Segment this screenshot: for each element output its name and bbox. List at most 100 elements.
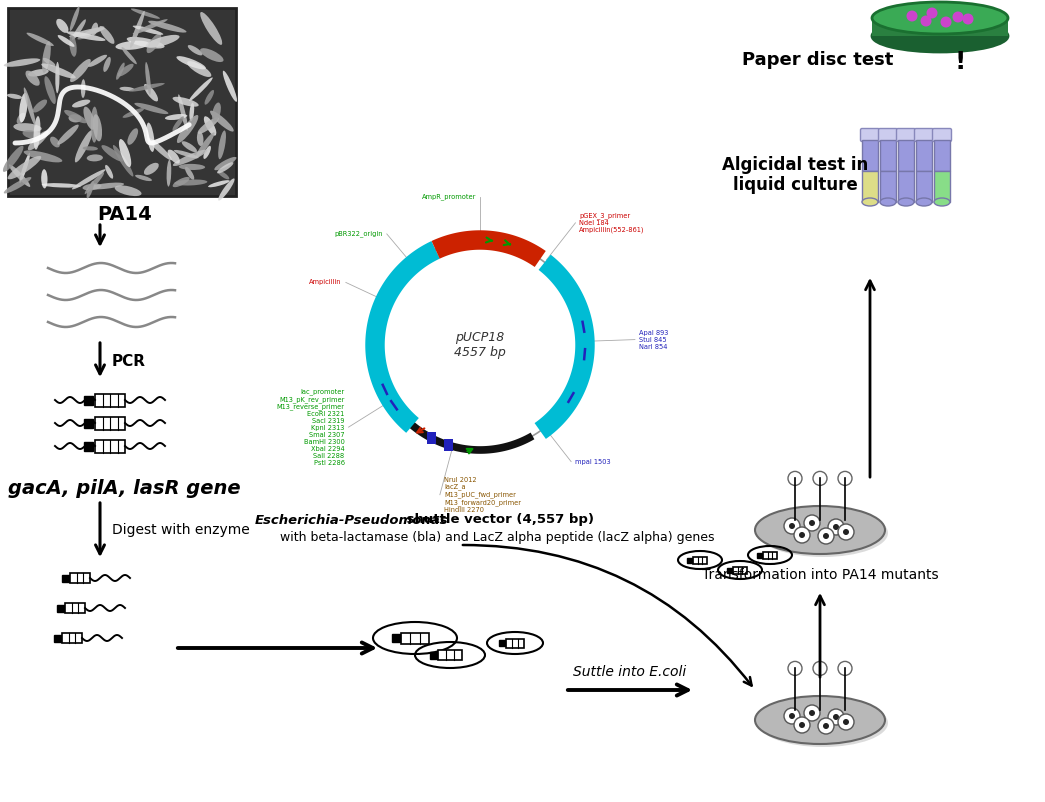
Circle shape bbox=[838, 472, 852, 485]
Ellipse shape bbox=[43, 58, 55, 67]
Ellipse shape bbox=[116, 63, 124, 79]
Bar bbox=[916, 171, 932, 202]
Bar bbox=[392, 634, 400, 642]
Bar bbox=[898, 140, 914, 171]
Circle shape bbox=[788, 662, 802, 675]
Text: Suttle into E.coli: Suttle into E.coli bbox=[574, 665, 687, 679]
Bar bbox=[62, 574, 69, 581]
Text: ApaI 893
StuI 845
NarI 854: ApaI 893 StuI 845 NarI 854 bbox=[638, 330, 669, 350]
Circle shape bbox=[784, 518, 800, 534]
Circle shape bbox=[927, 7, 937, 18]
Text: Algicidal test in
liquid culture: Algicidal test in liquid culture bbox=[722, 156, 868, 194]
Ellipse shape bbox=[84, 107, 95, 130]
Ellipse shape bbox=[7, 156, 41, 180]
Ellipse shape bbox=[135, 175, 152, 181]
Bar bbox=[70, 573, 90, 583]
Text: shuttle vector (4,557 bp): shuttle vector (4,557 bp) bbox=[402, 513, 594, 526]
Text: Escherichia-Pseudomonas: Escherichia-Pseudomonas bbox=[255, 513, 448, 526]
Ellipse shape bbox=[758, 509, 888, 557]
Ellipse shape bbox=[115, 185, 141, 196]
Ellipse shape bbox=[83, 184, 101, 190]
Ellipse shape bbox=[14, 124, 42, 132]
Bar bbox=[95, 394, 125, 407]
Bar bbox=[687, 557, 692, 562]
Bar bbox=[757, 553, 762, 557]
Text: pBR322_origin: pBR322_origin bbox=[334, 230, 382, 237]
Ellipse shape bbox=[130, 83, 165, 91]
Ellipse shape bbox=[33, 116, 41, 150]
Circle shape bbox=[789, 523, 795, 529]
Ellipse shape bbox=[196, 132, 204, 146]
Ellipse shape bbox=[119, 87, 135, 91]
Ellipse shape bbox=[872, 2, 1008, 34]
Ellipse shape bbox=[57, 124, 78, 144]
Ellipse shape bbox=[175, 180, 207, 185]
Ellipse shape bbox=[934, 198, 950, 206]
Bar bbox=[872, 18, 1008, 36]
Ellipse shape bbox=[172, 116, 184, 131]
Circle shape bbox=[843, 719, 849, 725]
Ellipse shape bbox=[42, 183, 80, 188]
Ellipse shape bbox=[23, 130, 43, 140]
Circle shape bbox=[838, 524, 854, 540]
Bar bbox=[880, 140, 896, 171]
Ellipse shape bbox=[70, 59, 91, 82]
Circle shape bbox=[833, 524, 839, 530]
Ellipse shape bbox=[87, 155, 102, 161]
Text: Transformation into PA14 mutants: Transformation into PA14 mutants bbox=[701, 568, 938, 582]
Ellipse shape bbox=[121, 47, 137, 64]
Ellipse shape bbox=[916, 198, 932, 206]
Bar bbox=[733, 566, 747, 573]
Text: pGEX_3_primer
NdeI 184
Ampicillin(552-861): pGEX_3_primer NdeI 184 Ampicillin(552-86… bbox=[579, 213, 645, 233]
Ellipse shape bbox=[3, 146, 23, 172]
Ellipse shape bbox=[7, 94, 22, 99]
Ellipse shape bbox=[880, 198, 896, 206]
Text: NruI 2012
lacZ_a
M13_pUC_fwd_primer
M13_forward20_primer
HindIII 2270: NruI 2012 lacZ_a M13_pUC_fwd_primer M13_… bbox=[444, 476, 520, 512]
Ellipse shape bbox=[83, 146, 98, 151]
Circle shape bbox=[828, 709, 844, 725]
Ellipse shape bbox=[187, 61, 211, 77]
Ellipse shape bbox=[166, 160, 171, 187]
Ellipse shape bbox=[872, 20, 1008, 52]
Bar bbox=[57, 605, 64, 611]
Circle shape bbox=[838, 714, 854, 730]
Circle shape bbox=[962, 14, 974, 25]
Circle shape bbox=[823, 533, 829, 539]
FancyBboxPatch shape bbox=[914, 128, 933, 141]
Circle shape bbox=[906, 10, 918, 22]
Bar bbox=[500, 640, 505, 646]
Text: mpaI 1503: mpaI 1503 bbox=[575, 459, 610, 464]
Ellipse shape bbox=[165, 114, 187, 120]
Ellipse shape bbox=[862, 198, 878, 206]
Ellipse shape bbox=[148, 21, 186, 33]
Ellipse shape bbox=[135, 103, 168, 114]
Circle shape bbox=[813, 662, 827, 675]
Ellipse shape bbox=[19, 93, 27, 123]
Ellipse shape bbox=[754, 506, 885, 554]
FancyBboxPatch shape bbox=[860, 128, 880, 141]
Ellipse shape bbox=[101, 145, 123, 161]
Ellipse shape bbox=[70, 6, 79, 31]
Ellipse shape bbox=[189, 103, 194, 121]
Ellipse shape bbox=[131, 9, 160, 18]
Ellipse shape bbox=[208, 180, 230, 187]
Ellipse shape bbox=[25, 71, 40, 86]
Ellipse shape bbox=[177, 115, 199, 143]
Ellipse shape bbox=[41, 169, 47, 188]
Ellipse shape bbox=[195, 132, 214, 158]
Circle shape bbox=[794, 717, 810, 733]
Ellipse shape bbox=[210, 111, 234, 132]
Circle shape bbox=[804, 705, 820, 721]
Ellipse shape bbox=[75, 131, 92, 162]
Ellipse shape bbox=[145, 62, 150, 95]
Ellipse shape bbox=[113, 145, 134, 176]
Ellipse shape bbox=[119, 139, 132, 167]
Ellipse shape bbox=[758, 699, 888, 747]
Ellipse shape bbox=[69, 27, 104, 38]
Ellipse shape bbox=[212, 103, 220, 122]
Bar bbox=[506, 638, 524, 647]
Bar bbox=[62, 633, 82, 643]
Text: Ampicillin: Ampicillin bbox=[309, 279, 342, 286]
Text: lac_promoter
M13_pK_rev_primer
M13_reverse_primer
EcoRI 2321
SacI 2319
KpnI 2313: lac_promoter M13_pK_rev_primer M13_rever… bbox=[277, 388, 345, 466]
Text: gacA, pilA, lasR gene: gacA, pilA, lasR gene bbox=[8, 479, 240, 497]
